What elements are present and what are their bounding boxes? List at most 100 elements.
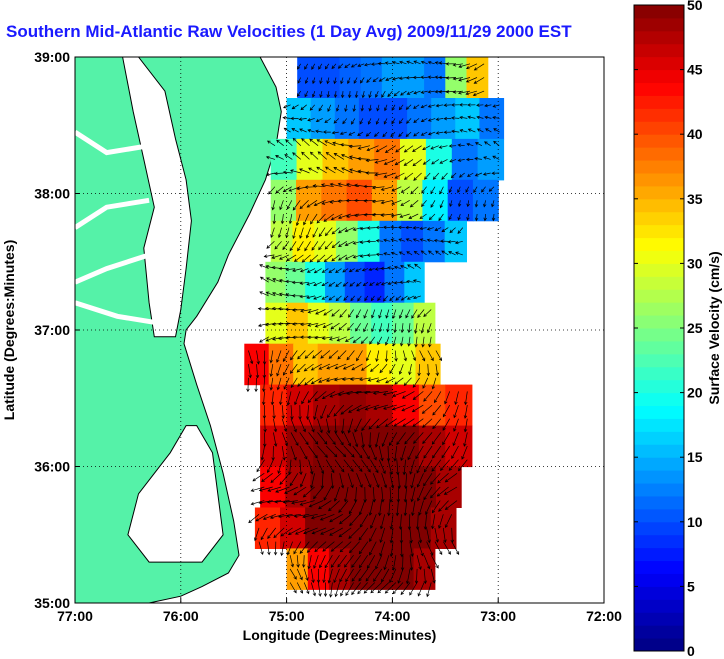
velocity-arrow [326, 77, 330, 85]
velocity-arrow [412, 75, 421, 80]
velocity-arrow [392, 77, 400, 81]
velocity-arrow [318, 500, 332, 510]
velocity-arrow [346, 77, 351, 85]
velocity-arrow [319, 91, 323, 98]
velocity-arrow [324, 166, 336, 174]
velocity-arrow [326, 445, 338, 458]
velocity-arrow [329, 527, 343, 536]
velocity-arrow [448, 459, 459, 471]
velocity-arrow [319, 513, 335, 521]
velocity-cell [397, 179, 423, 222]
velocity-arrow [375, 90, 379, 98]
velocity-arrow [423, 568, 428, 585]
velocity-arrow [288, 213, 293, 225]
velocity-arrow [401, 391, 415, 399]
velocity-arrow [385, 377, 396, 384]
velocity-cell [265, 302, 288, 345]
velocity-arrow [328, 336, 340, 341]
velocity-arrow [293, 254, 304, 262]
velocity-arrow [407, 264, 415, 269]
velocity-arrow [296, 582, 304, 594]
velocity-cell [374, 138, 401, 181]
colorbar-tick-label: 5 [687, 578, 695, 594]
velocity-cell [392, 384, 420, 427]
velocity-arrow [322, 541, 335, 552]
velocity-arrow [307, 555, 312, 570]
velocity-arrow [473, 63, 485, 71]
velocity-arrow [379, 514, 386, 530]
velocity-arrow [458, 172, 465, 178]
velocity-arrow [406, 90, 414, 95]
velocity-arrow [333, 568, 340, 584]
velocity-arrow [467, 128, 476, 133]
velocity-arrow [275, 486, 290, 493]
velocity-arrow [380, 281, 388, 286]
velocity-arrow [392, 391, 406, 397]
velocity-arrow [407, 323, 411, 334]
velocity-arrow [360, 104, 364, 112]
velocity-arrow [400, 264, 408, 269]
velocity-arrow [492, 115, 500, 120]
velocity-arrow [449, 200, 453, 207]
velocity-cell [466, 57, 489, 99]
colorbar-segment [634, 5, 684, 19]
velocity-arrow [346, 350, 355, 361]
velocity-arrow [259, 264, 269, 269]
x-axis-label: Longitude (Degrees:Minutes) [243, 627, 437, 643]
velocity-arrow [441, 172, 448, 180]
velocity-arrow [357, 63, 365, 67]
x-tick-label: 76:00 [163, 608, 199, 624]
velocity-arrow [355, 268, 362, 272]
velocity-arrow [483, 156, 491, 160]
velocity-arrow [400, 582, 411, 596]
velocity-arrow [375, 145, 388, 153]
velocity-arrow [292, 137, 302, 146]
velocity-arrow [405, 131, 412, 137]
velocity-arrow [443, 486, 458, 495]
velocity-arrow [351, 568, 361, 582]
velocity-arrow [455, 251, 463, 256]
velocity-arrow [476, 115, 484, 120]
velocity-arrow [412, 377, 420, 388]
velocity-arrow [272, 213, 276, 225]
velocity-arrow [411, 404, 424, 413]
velocity-arrow [252, 473, 265, 482]
velocity-arrow [263, 254, 275, 258]
velocity-arrow [367, 118, 372, 125]
velocity-arrow [287, 527, 302, 536]
velocity-arrow [361, 432, 366, 448]
velocity-arrow [310, 568, 315, 584]
velocity-arrow [361, 363, 371, 371]
velocity-arrow [373, 568, 383, 583]
velocity-arrow [366, 239, 376, 244]
velocity-arrow [416, 459, 424, 474]
velocity-arrow [338, 500, 349, 513]
velocity-arrow [423, 459, 433, 473]
velocity-arrow [387, 90, 393, 98]
velocity-arrow [258, 541, 264, 555]
velocity-arrow [368, 104, 372, 112]
velocity-arrow [384, 582, 397, 594]
velocity-arrow [392, 309, 397, 319]
velocity-arrow [315, 118, 323, 123]
velocity-arrow [328, 268, 336, 274]
velocity-arrow [280, 527, 293, 537]
velocity-arrow [485, 128, 492, 133]
velocity-arrow [267, 541, 271, 556]
velocity-arrow [435, 350, 442, 362]
velocity-arrow [294, 527, 310, 535]
velocity-arrow [325, 459, 335, 474]
velocity-arrow [361, 418, 371, 432]
velocity-arrow [339, 514, 352, 525]
velocity-cell [364, 261, 385, 304]
velocity-arrow [304, 377, 314, 386]
velocity-arrow [323, 213, 335, 222]
velocity-arrow [313, 486, 324, 500]
velocity-arrow [398, 76, 407, 80]
velocity-arrow [484, 103, 492, 108]
velocity-arrow [411, 350, 417, 362]
river-1 [75, 197, 150, 230]
velocity-arrow [418, 500, 424, 516]
velocity-arrow [421, 200, 427, 207]
velocity-arrow [324, 241, 333, 250]
